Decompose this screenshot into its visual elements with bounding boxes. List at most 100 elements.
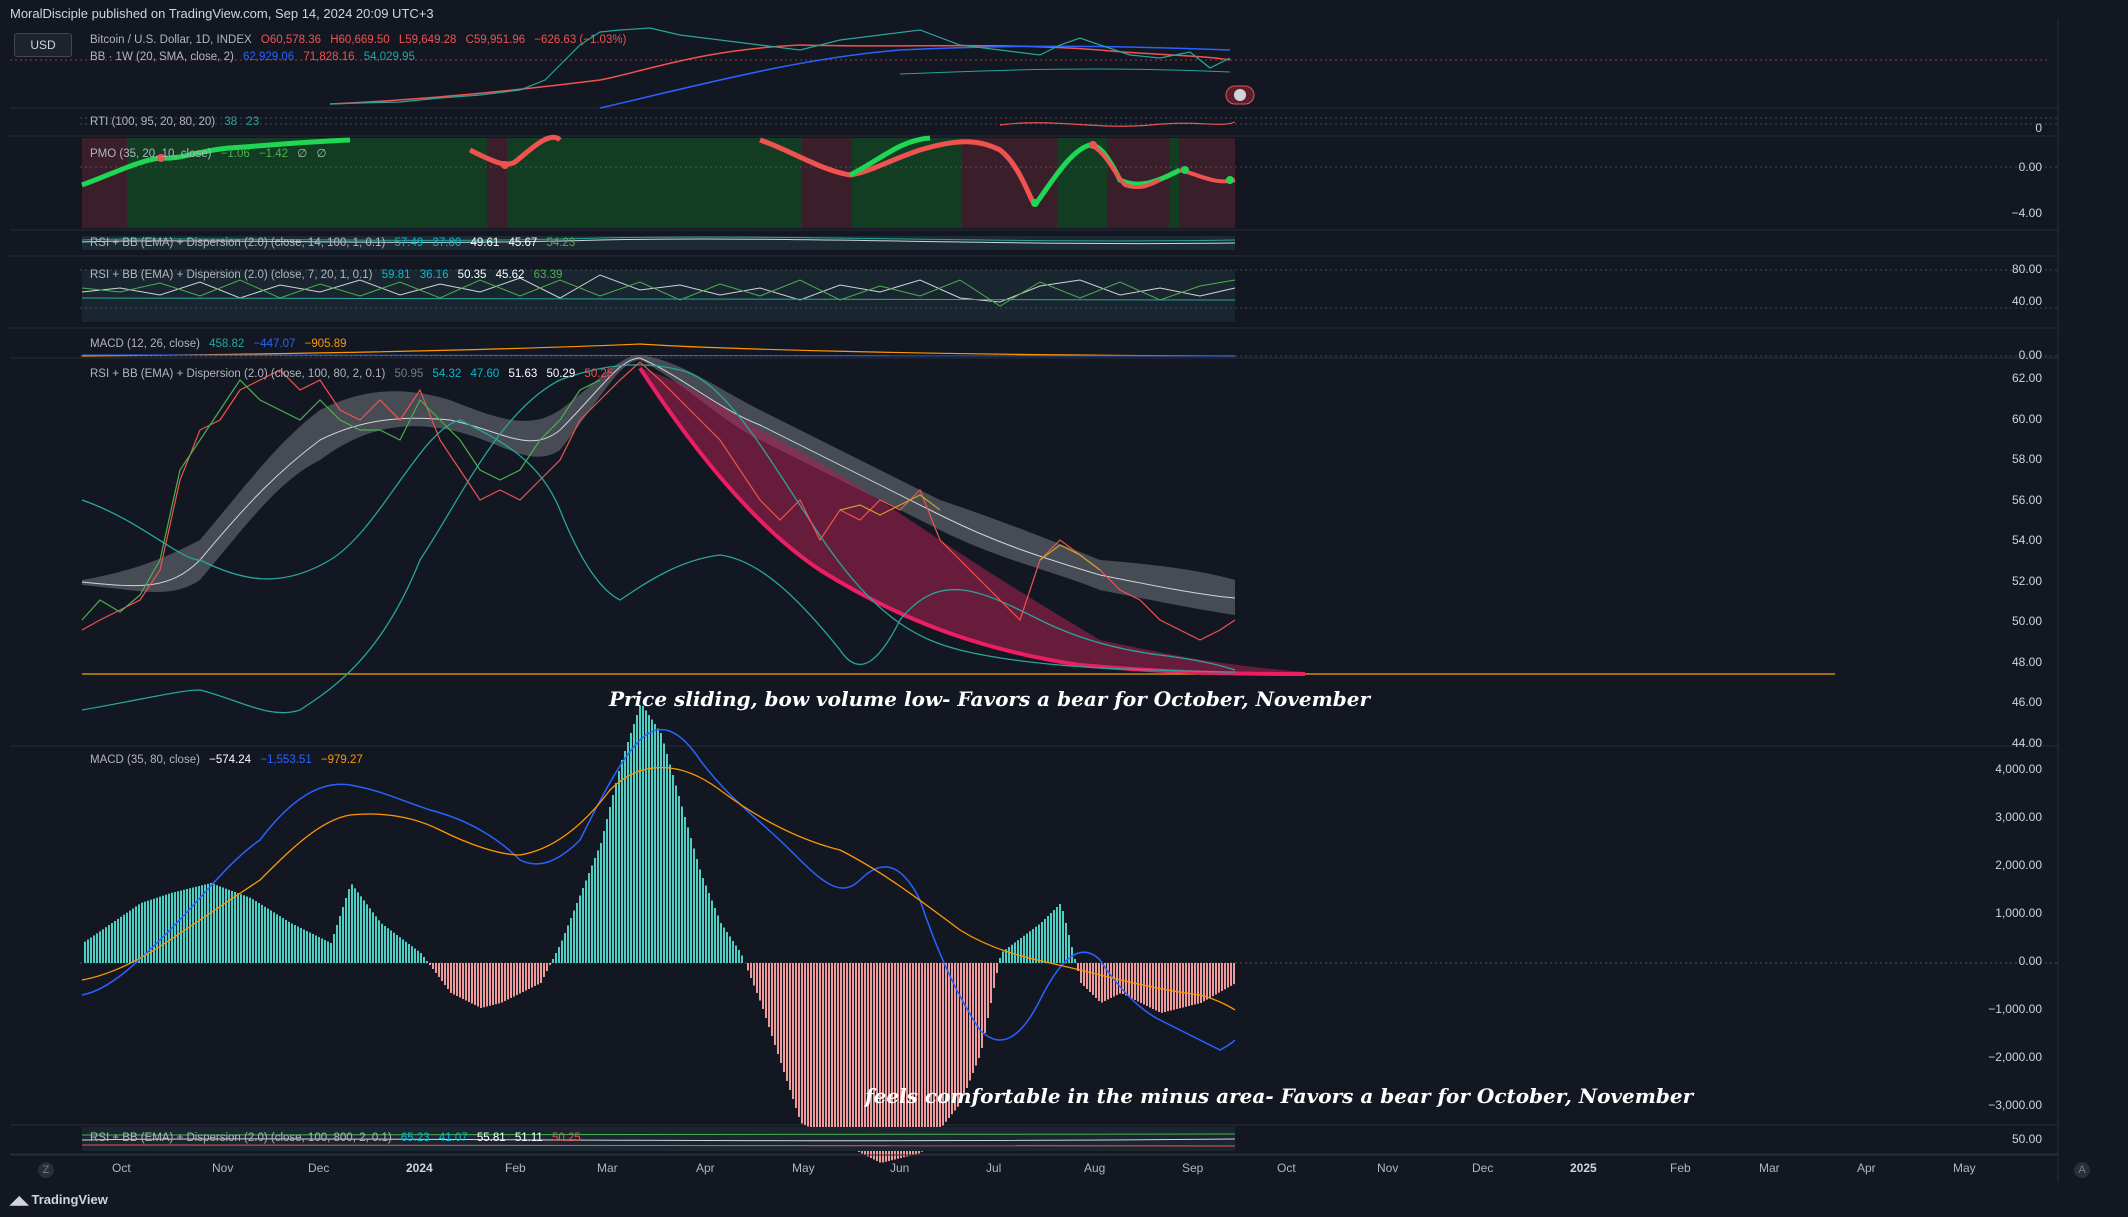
macd-histogram-bar xyxy=(303,929,305,963)
macd-histogram-bar xyxy=(624,751,626,963)
bb-basis: 62,929.06 xyxy=(243,51,295,63)
signal-line xyxy=(81,766,1236,1011)
macd-histogram-bar xyxy=(540,963,542,983)
macd-histogram-bar xyxy=(537,963,539,985)
macd-histogram-bar xyxy=(846,963,848,1146)
macd-histogram-bar xyxy=(234,892,236,963)
macd-histogram-bar xyxy=(519,963,521,994)
macd-histogram-bar xyxy=(381,923,383,963)
rsi-main-axis-label: 52.00 xyxy=(2011,573,2042,588)
macd-histogram-bar xyxy=(1161,963,1163,1013)
macd-histogram-bar xyxy=(270,910,272,963)
macd-histogram-bar xyxy=(657,728,659,963)
macd-histogram-bar xyxy=(894,963,896,1160)
annotation-minus-area: feels comfortable in the minus area- Fav… xyxy=(865,1084,1694,1108)
bear-arc xyxy=(638,366,1306,676)
macd-histogram-bar xyxy=(135,906,137,963)
macd2-hist: −574.24 xyxy=(209,754,252,766)
macd-histogram-bar xyxy=(570,918,572,963)
macd-histogram-bar xyxy=(666,754,668,963)
log-scale-button[interactable]: Z xyxy=(38,1162,54,1178)
macd-histogram-bar xyxy=(255,901,257,963)
macd-histogram-bar xyxy=(210,883,212,963)
macd-histogram-bar xyxy=(738,950,740,963)
macd-histogram-bar xyxy=(288,921,290,963)
pmo-pane xyxy=(80,135,2058,228)
price-legend[interactable]: Bitcoin / U.S. Dollar, 1D, INDEX O60,578… xyxy=(90,34,632,46)
macd-histogram-bar xyxy=(795,963,797,1108)
currency-selector[interactable]: USD xyxy=(14,33,72,57)
macd2-legend[interactable]: MACD (35, 80, close) −574.24 −1,553.51 −… xyxy=(90,754,369,766)
macd-histogram-bar xyxy=(1071,947,1073,963)
macd-histogram-bar xyxy=(927,963,929,1145)
macd-histogram-bar xyxy=(126,912,128,963)
macd-histogram-bar xyxy=(987,963,989,1018)
macd-histogram-bar xyxy=(552,959,554,963)
macd-histogram-bar xyxy=(918,963,920,1154)
macd-histogram-bar xyxy=(114,920,116,963)
rsi-main-label: RSI + BB (EMA) + Dispersion (2.0) (close… xyxy=(90,368,386,380)
macd-histogram-bar xyxy=(453,963,455,995)
macd-histogram-bar xyxy=(1203,963,1205,1002)
rsi-main-legend[interactable]: RSI + BB (EMA) + Dispersion (2.0) (close… xyxy=(90,368,619,380)
macd-histogram-bar xyxy=(348,889,350,963)
time-axis-label: Dec xyxy=(1472,1161,1494,1175)
macd-histogram-bar xyxy=(915,963,917,1155)
macd-histogram-bar xyxy=(426,961,428,963)
rsi-main-axis-label: 54.00 xyxy=(2011,533,2042,547)
macd-histogram-bar xyxy=(708,893,710,963)
pmo-legend[interactable]: PMO (35, 20, 10, close) −1.06 −1.42 ∅ ∅ xyxy=(90,146,333,160)
macd1-hist: 458.82 xyxy=(209,338,245,350)
macd-histogram-bar xyxy=(1056,907,1058,963)
macd-histogram-bar xyxy=(1059,904,1061,963)
macd-histogram-bar xyxy=(879,963,881,1163)
macd-histogram-bar xyxy=(585,880,587,963)
macd1-legend[interactable]: MACD (12, 26, close) 458.82 −447.07 −905… xyxy=(90,338,353,350)
macd-histogram-bar xyxy=(963,963,965,1096)
macd-histogram-bar xyxy=(852,963,854,1149)
macd-histogram-bar xyxy=(1077,963,1079,971)
macd-histogram-bar xyxy=(945,963,947,1122)
macd-histogram-bar xyxy=(264,906,266,963)
macd-histogram-bar xyxy=(981,963,983,1048)
macd-histogram-bar xyxy=(975,963,977,1066)
macd-histogram-bar xyxy=(561,940,563,963)
time-axis-label: Feb xyxy=(505,1161,526,1175)
macd-histogram-bar xyxy=(612,795,614,963)
rsi14-legend[interactable]: RSI + BB (EMA) + Dispersion (2.0) (close… xyxy=(90,237,581,249)
macd-histogram-bar xyxy=(447,963,449,989)
rsi-main-value-5: 50.29 xyxy=(546,368,576,380)
macd-histogram-bar xyxy=(462,963,464,999)
annotation-price-sliding: Price sliding, bow volume low- Favors a … xyxy=(609,687,1370,711)
macd-histogram-bar xyxy=(477,963,479,1007)
macd-histogram-bar xyxy=(306,931,308,963)
macd-histogram-bar xyxy=(1065,923,1067,963)
rsi-main-axis-label: 58.00 xyxy=(2011,452,2042,466)
macd2-axis-label: 2,000.00 xyxy=(1995,858,2042,872)
bb-legend[interactable]: BB · 1W (20, SMA, close, 2) 62,929.06 71… xyxy=(90,51,421,63)
macd-histogram-bar xyxy=(111,923,113,963)
macd-histogram-bar xyxy=(996,963,998,973)
macd-histogram-bar xyxy=(762,963,764,1009)
macd-histogram-bar xyxy=(84,941,86,963)
macd-histogram-bar xyxy=(672,775,674,963)
macd-histogram-bar xyxy=(555,953,557,963)
macd-histogram-bar xyxy=(252,899,254,963)
rti-legend[interactable]: RTI (100, 95, 20, 80, 20) 38 23 xyxy=(90,116,265,128)
time-axis-label: Mar xyxy=(597,1161,618,1175)
macd-histogram-bar xyxy=(1119,963,1121,994)
auto-scale-button[interactable]: A xyxy=(2074,1162,2090,1178)
rsi7-legend[interactable]: RSI + BB (EMA) + Dispersion (2.0) (close… xyxy=(90,269,568,281)
macd-histogram-bar xyxy=(93,935,95,963)
macd-histogram-bar xyxy=(291,923,293,963)
macd-histogram-bar xyxy=(954,963,956,1111)
macd-histogram-bar xyxy=(669,764,671,963)
macd-histogram-bar xyxy=(1083,963,1085,986)
rsi-bottom-legend[interactable]: RSI + BB (EMA) + Dispersion (2.0) (close… xyxy=(90,1132,587,1144)
rsi-bottom-value-3: 55.81 xyxy=(476,1132,506,1144)
rsi-main-value-2: 54.32 xyxy=(432,368,462,380)
rsi-main-axis-label: 60.00 xyxy=(2011,411,2042,426)
rsi-bottom-label: RSI + BB (EMA) + Dispersion (2.0) (close… xyxy=(90,1132,392,1144)
time-axis-label: 2025 xyxy=(1570,1161,1597,1175)
